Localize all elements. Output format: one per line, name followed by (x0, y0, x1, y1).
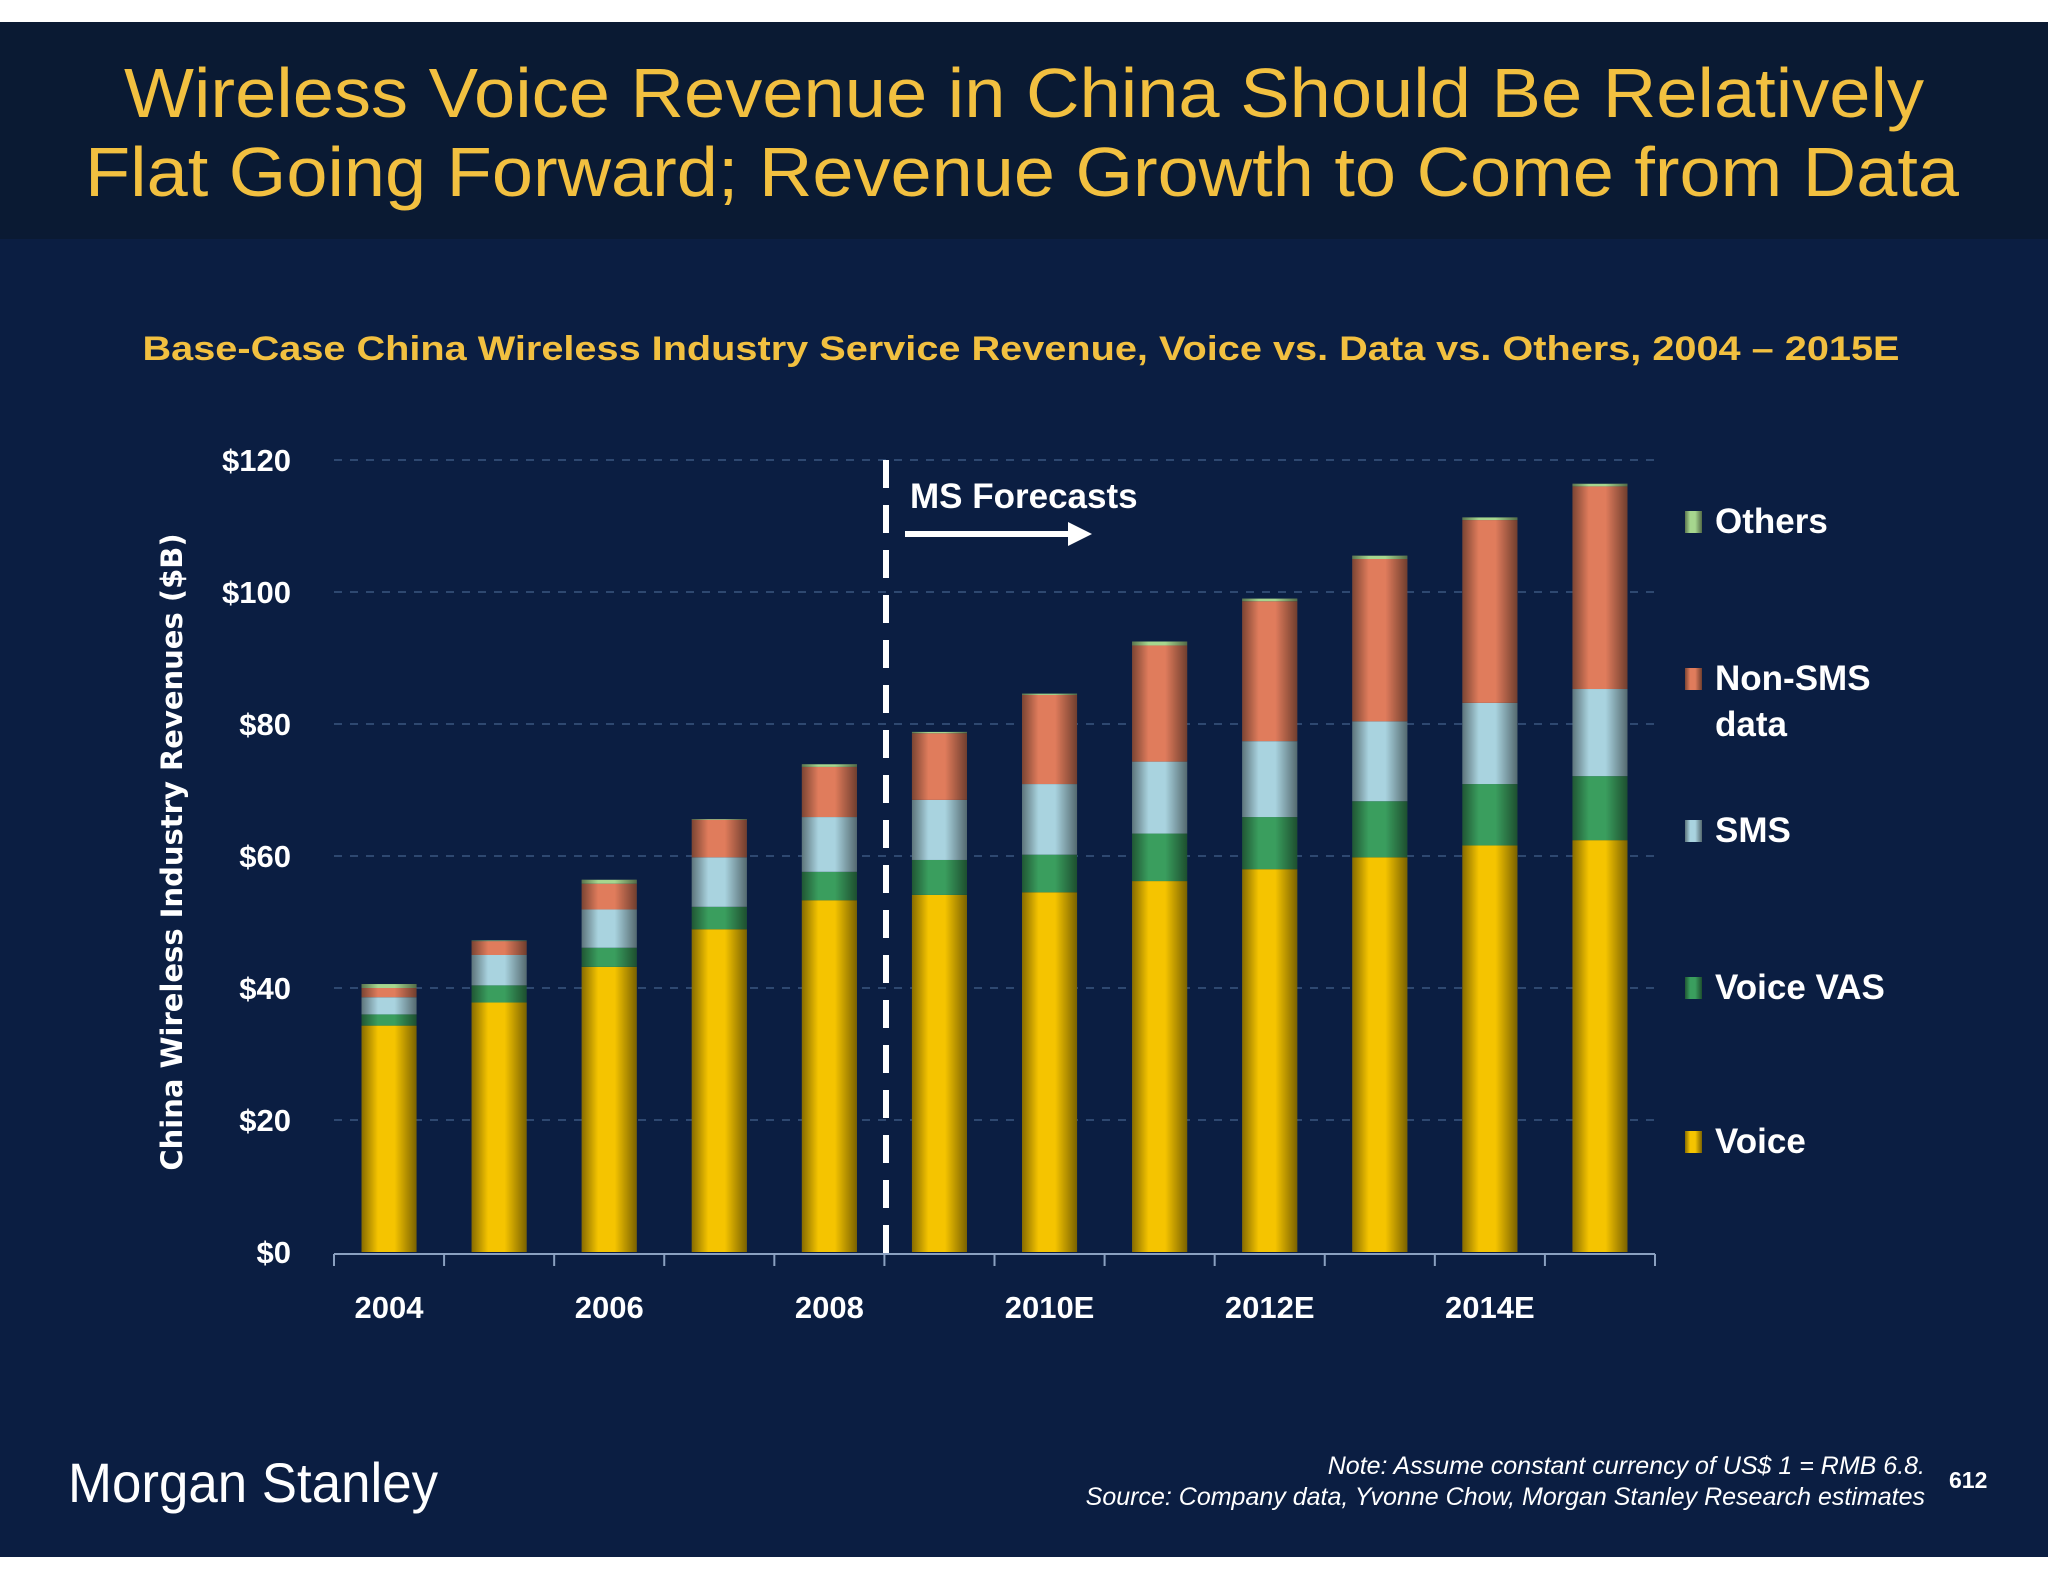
slide-title-line1: Wireless Voice Revenue in China Should B… (124, 54, 1924, 132)
legend-item-sms: SMS (1685, 811, 1791, 850)
y-tick-label: $60 (239, 839, 291, 874)
y-tick-label: $120 (222, 443, 291, 478)
legend-label: Voice VAS (1715, 968, 1885, 1007)
legend-item-voice-vas: Voice VAS (1685, 968, 1885, 1007)
legend-label: Voice (1715, 1122, 1806, 1161)
x-tick-label: 2006 (575, 1290, 644, 1325)
legend-label: Others (1715, 502, 1828, 541)
bar-shading (1572, 483, 1628, 1252)
x-tick-label: 2008 (795, 1290, 864, 1325)
bar-shading (361, 984, 417, 1252)
bar-shading (471, 940, 527, 1252)
legend-item-voice: Voice (1685, 1122, 1806, 1161)
bar-stack-2005 (471, 940, 527, 1252)
y-tick-label: $0 (257, 1235, 291, 1270)
footnote: Note: Assume constant currency of US$ 1 … (1328, 1452, 1925, 1480)
y-tick-label: $40 (239, 971, 291, 1006)
x-tick-label: 2004 (355, 1290, 425, 1325)
bar-stack-2013E (1352, 555, 1408, 1252)
bar-shading (911, 731, 967, 1252)
bar-stack-2009E (911, 731, 967, 1252)
bar-stack-2004 (361, 984, 417, 1252)
legend-swatch-shading (1685, 668, 1702, 690)
y-tick-label: $100 (222, 575, 291, 610)
bar-shading (1462, 517, 1518, 1252)
y-axis-label: China Wireless Industry Revenues ($B) (155, 533, 189, 1170)
bar-shading (801, 764, 857, 1252)
y-tick-label: $80 (239, 707, 291, 742)
page-number: 612 (1949, 1467, 1987, 1493)
bar-stack-2012E (1242, 598, 1298, 1252)
source-note: Source: Company data, Yvonne Chow, Morga… (1086, 1483, 1925, 1511)
bar-shading (691, 819, 747, 1252)
legend-item-non-sms-data: Non-SMS data (1685, 659, 1871, 744)
forecast-annotation: MS Forecasts (910, 477, 1138, 516)
bar-stack-2007 (691, 819, 747, 1252)
x-tick-label: 2012E (1225, 1290, 1315, 1325)
legend-swatch-shading (1685, 1131, 1702, 1153)
bar-shading (1022, 693, 1078, 1252)
legend-label: data (1715, 705, 1788, 744)
bar-stack-2015E (1572, 483, 1628, 1252)
x-tick-label: 2010E (1005, 1290, 1095, 1325)
bar-stack-2014E (1462, 517, 1518, 1252)
legend-swatch-shading (1685, 511, 1702, 533)
bar-stack-2010E (1022, 693, 1078, 1252)
y-tick-label: $20 (239, 1103, 291, 1138)
bar-shading (1352, 555, 1408, 1252)
legend-label: Non-SMS (1715, 659, 1871, 698)
legend-label: SMS (1715, 811, 1791, 850)
title-band (0, 22, 2048, 239)
slide-title-line2: Flat Going Forward; Revenue Growth to Co… (85, 133, 1959, 211)
legend-item-others: Others (1685, 502, 1828, 541)
bar-shading (1132, 641, 1188, 1252)
legend-swatch-shading (1685, 820, 1702, 842)
bar-stack-2011E (1132, 641, 1188, 1252)
bar-shading (1242, 598, 1298, 1252)
bar-stack-2006 (581, 879, 637, 1252)
bar-stack-2008 (801, 764, 857, 1252)
legend-swatch-shading (1685, 977, 1702, 999)
bar-shading (581, 879, 637, 1252)
x-tick-label: 2014E (1445, 1290, 1535, 1325)
morgan-stanley-logo: Morgan Stanley (68, 1451, 438, 1514)
chart-title: Base-Case China Wireless Industry Servic… (143, 330, 1900, 368)
forecast-arrow-icon (905, 522, 1092, 546)
